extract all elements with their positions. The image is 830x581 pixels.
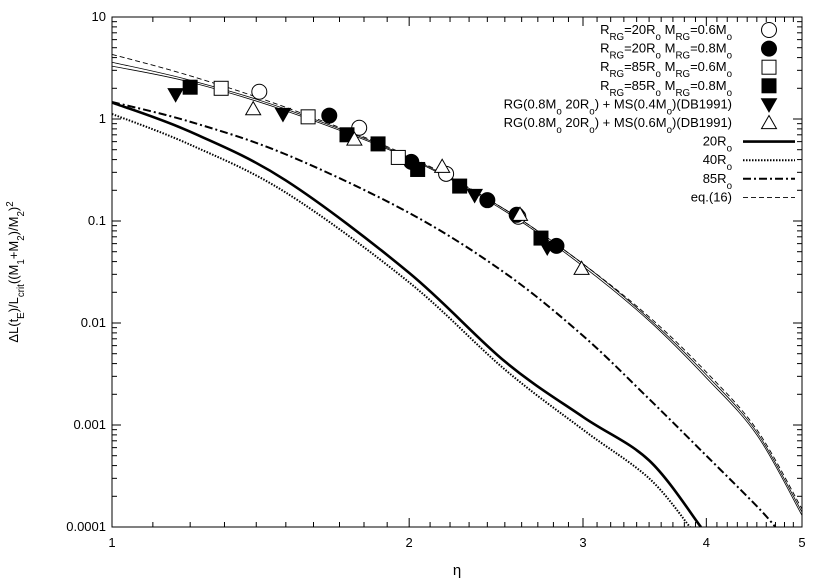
data-point-circle-filled — [479, 192, 496, 209]
data-point-square-open — [300, 109, 316, 125]
legend-label: 85Ro — [703, 171, 733, 192]
data-point-square-open — [213, 80, 229, 96]
x-tick-label: 3 — [579, 535, 586, 550]
data-point-triangle-down-filled — [274, 107, 292, 123]
curve-model — [112, 61, 802, 513]
curve-40ro — [112, 113, 691, 527]
legend-label: RRG=85Ro MRG=0.6Mo — [600, 59, 732, 80]
y-tick-label: 0.0001 — [66, 519, 106, 534]
data-point-triangle-up-open — [244, 100, 262, 116]
y-axis-label: ΔL(tE)/Lcrit((M1+M2)/M2)2 — [5, 201, 27, 342]
x-tick-label: 2 — [406, 535, 413, 550]
data-point-square-filled — [410, 161, 426, 177]
data-point-triangle-up-open — [573, 260, 590, 275]
x-tick-label: 4 — [703, 535, 710, 550]
legend-label: eq.(16) — [691, 189, 732, 204]
data-point-square-filled — [370, 136, 386, 152]
y-tick-label: 10 — [92, 9, 106, 24]
legend-label: RG(0.8Mo 20Ro) + MS(0.4Mo)(DB1991) — [504, 96, 732, 117]
legend-marker — [761, 59, 777, 75]
legend-label: 20Ro — [703, 134, 733, 155]
legend-label: RRG=20Ro MRG=0.8Mo — [600, 41, 732, 62]
legend-marker — [760, 98, 778, 113]
curve-model — [112, 65, 802, 516]
data-point-circle-filled — [321, 107, 338, 124]
legend-label: 40Ro — [703, 152, 733, 173]
data-point-square-filled — [182, 79, 198, 95]
data-point-circle-open — [251, 83, 268, 100]
legend-label: RRG=20Ro MRG=0.6Mo — [600, 22, 732, 43]
x-tick-label: 5 — [798, 535, 805, 550]
y-tick-label: 0.1 — [88, 213, 106, 228]
data-point-triangle-down-filled — [466, 188, 484, 204]
data-point-triangle-up-open — [511, 206, 529, 221]
y-tick-label: 0.001 — [73, 417, 106, 432]
y-tick-label: 0.01 — [81, 315, 106, 330]
axes-layer: 0.0001 0.001 0.01 0.1 1 10 1 2 3 4 5 — [66, 9, 805, 550]
curve-85ro — [112, 100, 777, 527]
legend-marker — [761, 22, 777, 38]
plot-frame — [111, 16, 803, 528]
legend-marker — [761, 78, 777, 94]
x-axis-label: η — [453, 562, 461, 579]
data-point-triangle-up-open — [346, 130, 363, 146]
legend-marker — [761, 40, 777, 57]
curve-20ro — [112, 101, 702, 527]
data-point-triangle-down-filled — [167, 88, 184, 103]
data-point-triangle-down-filled — [538, 241, 556, 256]
data-point-square-filled — [452, 178, 468, 194]
legend-label: RG(0.8Mo 20Ro) + MS(0.6Mo)(DB1991) — [504, 115, 732, 136]
legend-label: RRG=85Ro MRG=0.8Mo — [600, 78, 732, 99]
y-tick-label: 1 — [99, 111, 106, 126]
x-tick-label: 1 — [108, 535, 115, 550]
data-point-square-open — [390, 149, 406, 165]
legend-marker — [760, 114, 778, 130]
data-point-triangle-up-open — [433, 158, 451, 173]
points-layer — [167, 79, 590, 275]
